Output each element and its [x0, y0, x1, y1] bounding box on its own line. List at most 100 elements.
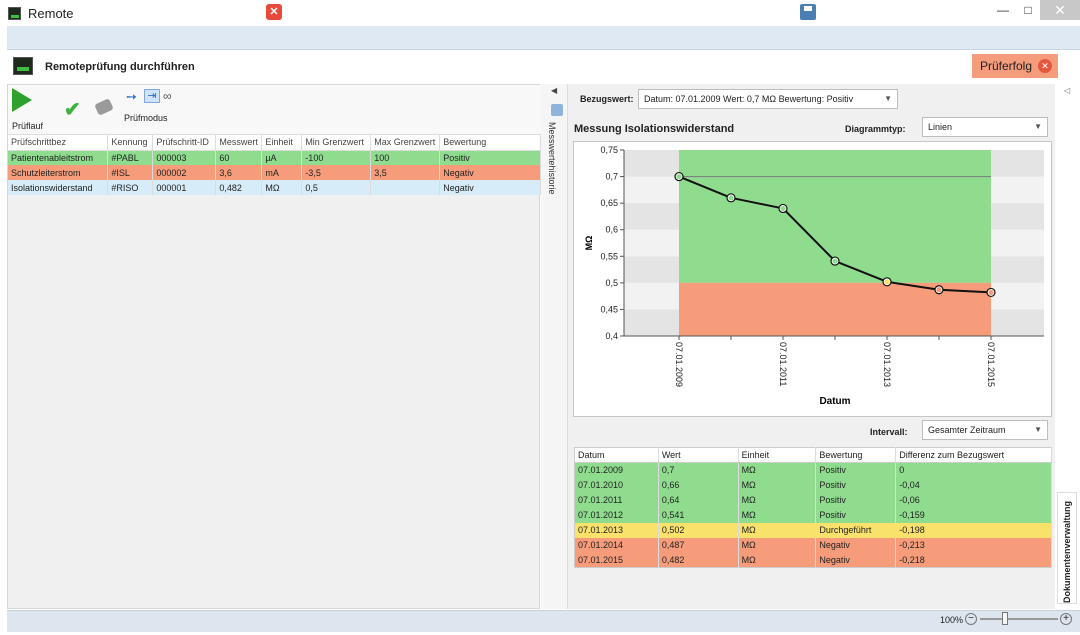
column-header[interactable]: Prüfschritt-ID: [152, 135, 217, 151]
run-label[interactable]: Prüflauf: [12, 121, 44, 131]
eraser-icon[interactable]: [94, 98, 114, 116]
table-row[interactable]: Patientenableitstrom #PABL 000003 60 µA -100 1…: [8, 150, 541, 165]
column-header[interactable]: Min Grenzwert: [301, 135, 372, 151]
column-header[interactable]: Prüfschrittbez: [8, 135, 109, 151]
table-cell: MΩ: [261, 180, 303, 195]
table-cell: -0,04: [895, 477, 1052, 493]
zoom-in-button[interactable]: +: [1060, 613, 1072, 625]
table-row[interactable]: Schutzleiterstrom #ISL 000002 3,6 mA -3,5 3,5 N…: [8, 165, 541, 180]
data-point-fill: [988, 289, 994, 296]
data-point-fill: [676, 173, 682, 180]
play-icon[interactable]: [12, 88, 32, 112]
splitter[interactable]: [541, 84, 568, 609]
table-cell: 0,487: [658, 537, 739, 553]
table-cell: MΩ: [738, 507, 817, 523]
table-row[interactable]: 07.01.2009 0,7 MΩ Positiv 0: [574, 462, 1052, 478]
table-row[interactable]: 07.01.2011 0,64 MΩ Positiv -0,06: [574, 492, 1052, 508]
maximize-button[interactable]: □: [1024, 3, 1032, 17]
interval-select[interactable]: Gesamter Zeitraum ▼: [922, 420, 1048, 440]
y-axis-label: MΩ: [584, 236, 594, 251]
table-row[interactable]: Isolationswiderstand #RISO 000001 0,482 MΩ 0,…: [8, 180, 541, 195]
table-cell: 100: [370, 150, 441, 165]
zoom-out-button[interactable]: −: [965, 613, 977, 625]
table-cell: 07.01.2015: [574, 552, 659, 568]
table-cell: 07.01.2012: [574, 507, 659, 523]
x-tick-label: 07.01.2013: [882, 342, 892, 387]
table-cell: Negativ: [439, 165, 541, 180]
app-icon: [8, 7, 21, 20]
table-row[interactable]: 07.01.2010 0,66 MΩ Positiv -0,04: [574, 477, 1052, 493]
collapse-left-icon[interactable]: ◀: [551, 86, 558, 95]
close-window-button[interactable]: ✕: [1040, 0, 1080, 20]
zoom-level: 100%: [940, 615, 964, 625]
data-point-fill: [884, 279, 890, 285]
table-cell: MΩ: [738, 537, 817, 553]
table-row[interactable]: 07.01.2014 0,487 MΩ Negativ -0,213: [574, 537, 1052, 553]
column-header[interactable]: Bewertung: [439, 135, 541, 151]
save-icon[interactable]: [800, 4, 816, 20]
reference-label: Bezugswert:: [580, 94, 634, 104]
table-header-row: Prüfschrittbez Kennung Prüfschritt-ID Messw…: [8, 135, 541, 151]
y-tick-label: 0,75: [600, 145, 618, 155]
table-cell: 0: [895, 462, 1052, 478]
step-to-end-icon[interactable]: ⇥: [144, 89, 160, 103]
page-header: Remoteprüfung durchführen Prüferfolg ✕: [7, 50, 1080, 84]
arrow-right-icon[interactable]: ➙: [126, 89, 137, 104]
column-header[interactable]: Kennung: [107, 135, 154, 151]
interval-value: Gesamter Zeitraum: [928, 425, 1006, 435]
check-icon[interactable]: ✔: [64, 99, 81, 121]
column-header[interactable]: Messwert: [215, 135, 263, 151]
cancel-icon[interactable]: ✕: [266, 4, 282, 20]
table-row[interactable]: 07.01.2015 0,482 MΩ Negativ -0,218: [574, 552, 1052, 568]
table-cell: -100: [301, 150, 372, 165]
reference-select[interactable]: Datum: 07.01.2009 Wert: 0,7 MΩ Bewertung…: [638, 89, 898, 109]
table-row[interactable]: 07.01.2013 0,502 MΩ Durchgeführt -0,198: [574, 522, 1052, 538]
zoom-slider-thumb[interactable]: [1002, 612, 1008, 625]
link-icon[interactable]: ∞: [163, 89, 172, 103]
chevron-down-icon: ▼: [1034, 425, 1042, 434]
column-header[interactable]: Differenz zum Bezugswert: [895, 447, 1052, 463]
table-cell: MΩ: [738, 552, 817, 568]
table-cell: 0,502: [658, 522, 739, 538]
title-bar: [0, 0, 1080, 26]
data-point-fill: [936, 287, 942, 293]
collapse-right-icon[interactable]: ◁: [1064, 86, 1071, 95]
chart-container: 0,4 0,45 0,5 0,55 0,6 0,65 0,7 0,75 07.01.2009 07…: [573, 141, 1052, 417]
test-steps-panel: Prüflauf ✔ ➙ ⇥ ∞ Prüfmodus Prüfschrittbe…: [7, 84, 541, 609]
history-tab[interactable]: Messwertehistorie: [541, 122, 568, 202]
test-steps-table: Prüfschrittbez Kennung Prüfschritt-ID Messw…: [8, 135, 541, 195]
column-header[interactable]: Wert: [658, 447, 739, 463]
minimize-button[interactable]: —: [997, 3, 1009, 17]
document-tab[interactable]: Dokumentenverwaltung: [1057, 492, 1077, 604]
chart-type-select[interactable]: Linien ▼: [922, 117, 1048, 137]
column-header[interactable]: Datum: [574, 447, 659, 463]
column-header[interactable]: Max Grenzwert: [370, 135, 441, 151]
y-tick-label: 0,45: [600, 304, 618, 314]
column-header[interactable]: Bewertung: [815, 447, 897, 463]
table-cell: 0,5: [301, 180, 372, 195]
zoom-slider-track[interactable]: [980, 618, 1058, 620]
device-icon: [13, 57, 33, 75]
data-point-fill: [832, 258, 838, 264]
line-chart: 0,4 0,45 0,5 0,55 0,6 0,65 0,7 0,75 07.01.2009 07…: [584, 145, 1044, 407]
table-cell: µA: [261, 150, 303, 165]
status-bar: [7, 610, 1080, 632]
result-badge-label: Prüferfolg: [980, 59, 1033, 73]
table-cell: 07.01.2009: [574, 462, 659, 478]
table-cell: -0,218: [895, 552, 1052, 568]
table-cell: Positiv: [815, 462, 897, 478]
table-cell: 07.01.2011: [574, 492, 659, 508]
table-cell: Schutzleiterstrom: [8, 165, 109, 180]
column-header[interactable]: Einheit: [738, 447, 817, 463]
table-cell: 07.01.2013: [574, 522, 659, 538]
y-tick-label: 0,4: [605, 331, 618, 341]
column-header[interactable]: Einheit: [261, 135, 303, 151]
close-badge-icon[interactable]: ✕: [1038, 59, 1052, 73]
table-cell: -0,198: [895, 522, 1052, 538]
table-cell: Positiv: [815, 492, 897, 508]
chevron-down-icon: ▼: [884, 94, 892, 103]
page-title: Remoteprüfung durchführen: [45, 61, 195, 73]
chevron-down-icon: ▼: [1034, 122, 1042, 131]
table-row[interactable]: 07.01.2012 0,541 MΩ Positiv -0,159: [574, 507, 1052, 523]
history-icon[interactable]: [551, 104, 563, 116]
